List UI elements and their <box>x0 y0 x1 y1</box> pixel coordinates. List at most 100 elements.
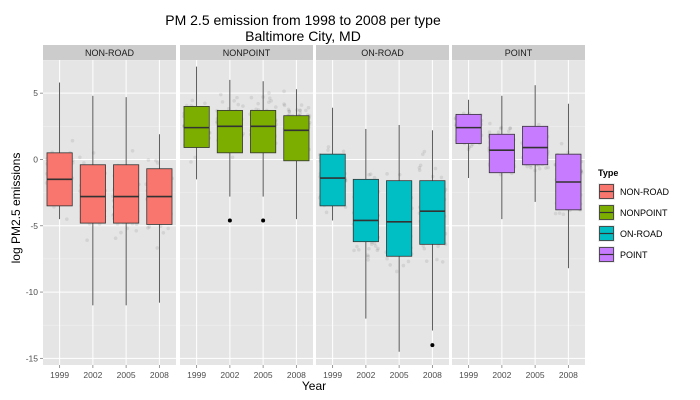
jitter-point <box>435 257 439 262</box>
facet-label-on-road: ON-ROAD <box>361 48 404 58</box>
jitter-point <box>385 172 389 176</box>
box-iqr <box>79 164 106 224</box>
x-tick-label: 2002 <box>356 370 375 380</box>
jitter-point <box>385 256 389 261</box>
y-tick-label: 5 <box>33 88 38 98</box>
jitter-point <box>373 244 378 248</box>
box-point-2008 <box>555 103 582 269</box>
jitter-point <box>274 105 278 109</box>
legend-item-nonpoint: NONPOINT <box>597 203 668 222</box>
jitter-point <box>268 96 272 100</box>
jitter-point <box>267 100 271 105</box>
jitter-point <box>433 166 438 171</box>
x-tick-label: 1999 <box>323 370 342 380</box>
jitter-point <box>537 166 542 171</box>
legend-item-on-road: ON-ROAD <box>597 224 663 243</box>
legend-label: POINT <box>620 250 648 260</box>
jitter-point <box>422 149 427 154</box>
jitter-point <box>189 160 193 164</box>
legend-label: ON-ROAD <box>620 229 663 239</box>
jitter-point <box>525 164 530 169</box>
jitter-point <box>397 172 402 177</box>
box-non-road-1999 <box>46 82 73 220</box>
box-non-road-2002 <box>79 95 106 306</box>
jitter-point <box>230 155 235 160</box>
y-tick-label: -15 <box>26 353 39 363</box>
jitter-point <box>134 228 139 233</box>
jitter-point <box>91 151 96 155</box>
y-axis-title: log PM2.5 emissions <box>9 153 23 264</box>
box-iqr <box>522 125 549 166</box>
x-tick-label: 2002 <box>83 370 102 380</box>
x-tick-label: 2005 <box>117 370 136 380</box>
jitter-point <box>286 107 291 112</box>
outlier-point <box>430 343 435 348</box>
legend-item-point: POINT <box>597 245 648 264</box>
legend-title: Type <box>598 168 618 178</box>
jitter-point <box>369 242 374 246</box>
outlier-point <box>261 218 266 223</box>
jitter-point <box>235 95 239 100</box>
jitter-point <box>557 211 562 215</box>
jitter-point <box>546 165 550 170</box>
box-iqr <box>113 164 140 224</box>
jitter-point <box>352 248 356 253</box>
jitter-point <box>553 211 558 216</box>
jitter-point <box>241 104 245 108</box>
jitter-point <box>65 217 69 221</box>
jitter-point <box>488 121 492 126</box>
box-nonpoint-2005 <box>250 81 277 223</box>
jitter-point <box>166 226 170 231</box>
jitter-point <box>406 259 411 264</box>
jitter-point <box>508 126 513 130</box>
jitter-point <box>421 244 426 248</box>
x-tick-label: 2008 <box>423 370 442 380</box>
facet-strip-non-road <box>43 45 176 60</box>
jitter-point <box>85 238 89 243</box>
jitter-point <box>146 226 150 230</box>
box-iqr <box>419 180 446 245</box>
jitter-point <box>469 144 474 148</box>
x-tick-label: 1999 <box>187 370 206 380</box>
facet-label-point: POINT <box>505 48 533 58</box>
jitter-point <box>267 91 271 95</box>
panel-bg-nonpoint <box>180 60 313 365</box>
x-tick-label: 2005 <box>526 370 545 380</box>
jitter-point <box>559 141 564 146</box>
jitter-point <box>376 246 380 251</box>
facet-label-non-road: NON-ROAD <box>85 48 134 58</box>
box-point-2005 <box>522 85 549 202</box>
jitter-point <box>341 149 346 154</box>
jitter-point <box>282 103 287 108</box>
jitter-point <box>537 122 541 127</box>
x-tick-label: 2002 <box>492 370 511 380</box>
box-point-2002 <box>488 95 515 220</box>
jitter-point <box>357 248 361 252</box>
y-tick-label: -10 <box>26 287 39 297</box>
jitter-point <box>287 109 292 114</box>
jitter-point <box>146 158 151 162</box>
jitter-point <box>498 172 503 177</box>
chart-title-line2: Baltimore City, MD <box>245 28 361 44</box>
jitter-point <box>304 108 308 113</box>
x-tick-label: 1999 <box>459 370 478 380</box>
jitter-point <box>422 246 427 251</box>
jitter-point <box>287 109 292 114</box>
jitter-point <box>417 165 422 170</box>
jitter-point <box>299 103 304 107</box>
facet-strip-on-road <box>316 45 449 60</box>
facet-panels: NON-ROAD 1999 2002 2005 2008 NONPOINT 1999 2002… <box>43 45 585 380</box>
x-tick-label: 2008 <box>150 370 169 380</box>
jitter-point <box>367 246 371 251</box>
jitter-point <box>355 244 359 249</box>
jitter-point <box>561 212 566 217</box>
jitter-point <box>298 108 302 113</box>
jitter-point <box>424 259 429 263</box>
jitter-point <box>439 175 444 180</box>
jitter-point <box>269 99 273 103</box>
jitter-point <box>372 241 377 246</box>
jitter-point <box>506 129 511 133</box>
jitter-point <box>155 246 160 250</box>
box-nonpoint-2002 <box>216 79 243 223</box>
jitter-point <box>193 155 197 160</box>
